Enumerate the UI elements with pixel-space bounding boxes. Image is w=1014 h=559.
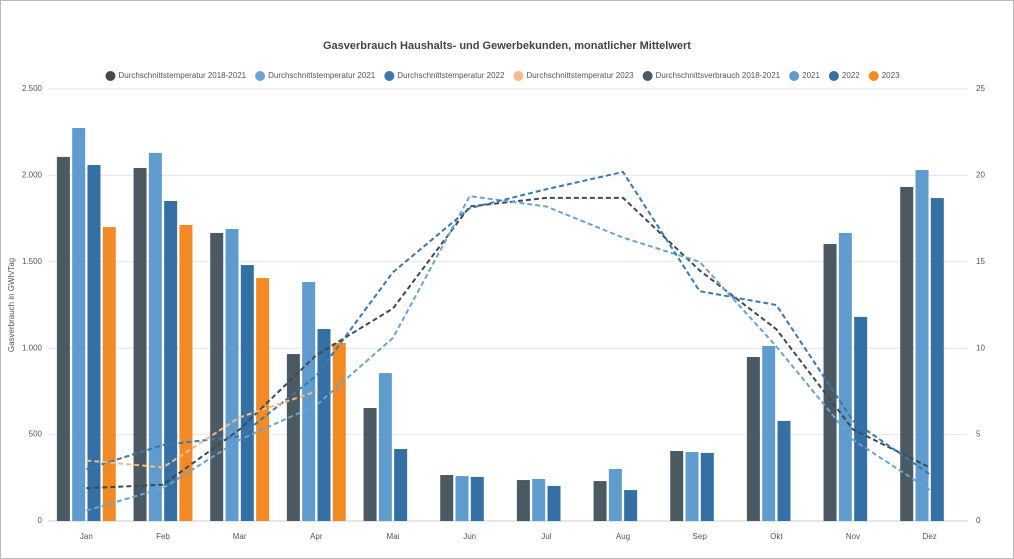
bar — [670, 451, 684, 521]
bar — [378, 373, 392, 521]
y-axis-title: Gasverbrauch in GWh/Tag — [7, 258, 16, 352]
bar — [256, 278, 270, 521]
bar — [179, 224, 193, 522]
bar — [700, 452, 714, 521]
legend-label: Durchschnittstemperatur 2018-2021 — [118, 71, 246, 80]
line — [86, 390, 317, 469]
bar — [102, 227, 116, 521]
bar — [56, 156, 70, 521]
bar — [746, 357, 760, 521]
legend-marker — [828, 71, 839, 81]
bar — [532, 479, 546, 521]
legend-label: 2022 — [842, 71, 860, 80]
x-tick-label: Sep — [693, 532, 708, 541]
y-tick-label: 1.500 — [22, 257, 43, 266]
x-tick-label: Nov — [846, 532, 860, 541]
bar — [225, 228, 239, 521]
bar — [317, 329, 331, 521]
bar — [762, 345, 776, 521]
bar — [608, 468, 622, 521]
bar — [394, 448, 408, 521]
legend-marker — [513, 71, 524, 81]
y-tick-label: 2.500 — [22, 84, 43, 93]
bar — [823, 244, 837, 522]
x-tick-label: Dez — [923, 532, 937, 541]
y2-tick-label: 0 — [976, 516, 981, 525]
line — [86, 195, 931, 512]
bar — [685, 452, 699, 521]
bar — [455, 476, 469, 521]
y2-tick-label: 15 — [976, 257, 985, 266]
legend-marker — [255, 71, 266, 81]
legend-label: 2023 — [882, 71, 900, 80]
y2-tick-label: 20 — [976, 171, 985, 180]
legend-label: Durchschnittstemperatur 2023 — [526, 71, 634, 80]
bar — [838, 232, 852, 522]
bar — [470, 476, 484, 521]
legend-label: 2021 — [802, 71, 820, 80]
y-tick-label: 1.000 — [22, 343, 43, 352]
x-tick-label: Feb — [156, 532, 170, 541]
legend-marker — [384, 71, 395, 81]
legend-marker — [868, 71, 879, 81]
y2-tick-label: 10 — [976, 343, 985, 352]
y2-tick-label: 5 — [976, 430, 981, 439]
x-tick-label: Apr — [310, 532, 323, 541]
bar — [624, 490, 638, 521]
bar — [148, 152, 162, 521]
legend-marker — [642, 71, 653, 81]
bar — [777, 420, 791, 521]
bar — [854, 316, 868, 521]
bar — [915, 170, 929, 521]
x-tick-label: Jun — [463, 532, 476, 541]
bar — [210, 232, 224, 522]
legend-label: Durchschnittstemperatur 2021 — [268, 71, 376, 80]
bar — [900, 186, 914, 521]
bar — [547, 485, 561, 521]
x-tick-label: Jan — [80, 532, 93, 541]
bar — [516, 480, 530, 521]
bar — [164, 200, 178, 521]
bar — [133, 167, 147, 521]
x-tick-label: Aug — [616, 532, 630, 541]
x-tick-label: Okt — [770, 532, 783, 541]
bar — [440, 475, 454, 521]
y2-tick-label: 25 — [976, 84, 985, 93]
y-tick-label: 2.000 — [22, 171, 43, 180]
chart-title: Gasverbrauch Haushalts- und Gewerbekunde… — [323, 40, 691, 52]
bar — [930, 198, 944, 521]
legend-label: Durchschnittsverbrauch 2018-2021 — [656, 71, 781, 80]
x-tick-label: Jul — [541, 532, 551, 541]
x-tick-label: Mar — [233, 532, 247, 541]
bar — [593, 481, 607, 521]
bar — [332, 343, 346, 521]
legend-label: Durchschnittstemperatur 2022 — [397, 71, 505, 80]
bar — [302, 282, 316, 521]
bar — [363, 407, 377, 521]
bar — [87, 165, 101, 522]
bar — [286, 354, 300, 521]
y-tick-label: 0 — [38, 516, 43, 525]
bar — [240, 265, 254, 521]
x-tick-label: Mai — [387, 532, 400, 541]
bar — [72, 128, 86, 521]
line — [86, 170, 931, 476]
y-tick-label: 500 — [29, 430, 43, 439]
legend-marker — [105, 71, 116, 81]
legend-marker — [789, 71, 800, 81]
